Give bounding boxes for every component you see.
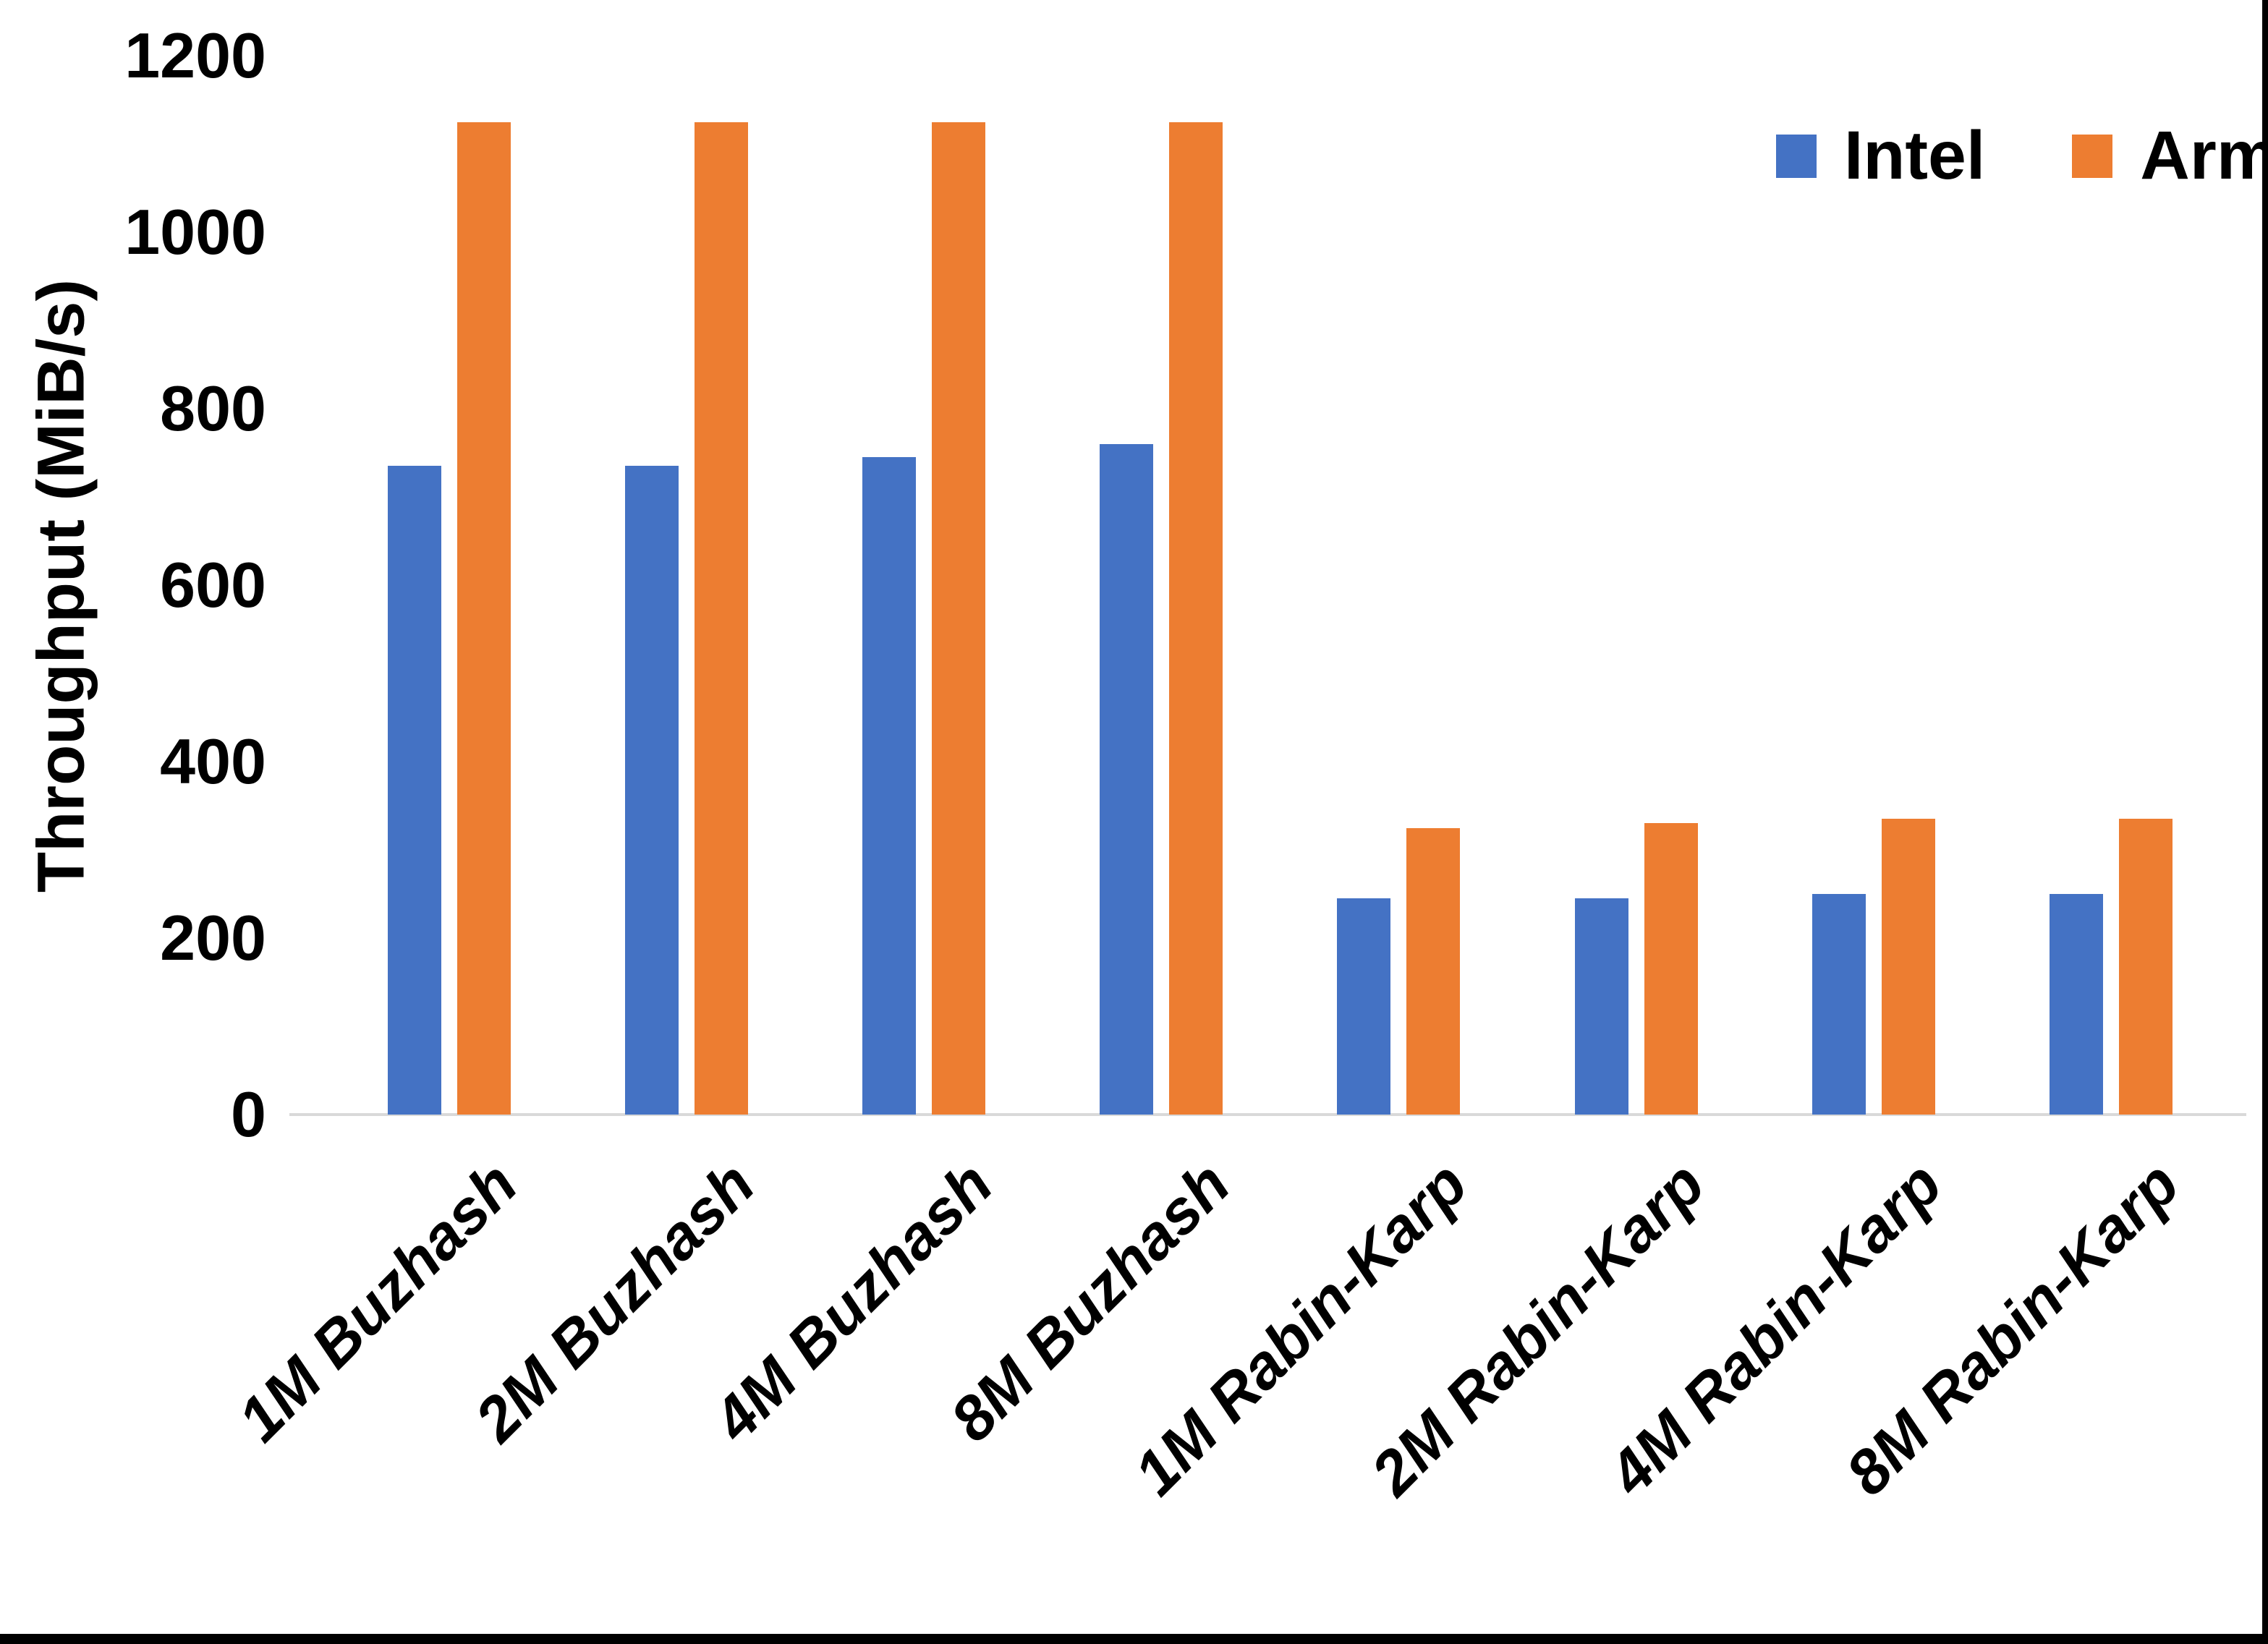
bar-intel-8m-buzhash bbox=[1100, 443, 1154, 1115]
bar-intel-1m-buzhash bbox=[388, 466, 442, 1115]
bar-intel-2m-buzhash bbox=[625, 466, 679, 1115]
y-tick-label-0: 0 bbox=[231, 1078, 266, 1150]
legend-item-arm: Arm bbox=[2072, 122, 2268, 190]
legend-label-arm: Arm bbox=[2140, 117, 2268, 194]
bar-intel-8m-rabin-karp bbox=[2049, 894, 2103, 1115]
legend: Intel Arm bbox=[1776, 122, 2268, 190]
y-tick-label-200: 200 bbox=[160, 902, 266, 974]
y-tick-label-1200: 1200 bbox=[124, 20, 266, 91]
bar-arm-8m-buzhash bbox=[1169, 122, 1223, 1115]
bar-arm-8m-rabin-karp bbox=[2118, 819, 2173, 1115]
bar-arm-4m-buzhash bbox=[932, 122, 986, 1115]
y-tick-label-600: 600 bbox=[160, 549, 266, 621]
bar-intel-4m-buzhash bbox=[862, 457, 917, 1115]
bar-intel-1m-rabin-karp bbox=[1337, 898, 1391, 1115]
x-axis-line bbox=[289, 1113, 2246, 1116]
legend-swatch-intel-icon bbox=[1776, 134, 1817, 178]
y-tick-label-1000: 1000 bbox=[124, 196, 266, 268]
bar-arm-1m-rabin-karp bbox=[1406, 827, 1461, 1115]
y-tick-label-400: 400 bbox=[160, 725, 266, 797]
legend-item-intel: Intel bbox=[1776, 122, 1985, 190]
bar-intel-4m-rabin-karp bbox=[1812, 894, 1866, 1115]
screen-edge-right bbox=[2262, 0, 2268, 1644]
bar-arm-1m-buzhash bbox=[457, 122, 511, 1115]
legend-swatch-arm-icon bbox=[2072, 134, 2113, 178]
bar-arm-2m-rabin-karp bbox=[1644, 823, 1698, 1115]
legend-label-intel: Intel bbox=[1844, 117, 1986, 194]
bar-arm-2m-buzhash bbox=[695, 122, 749, 1115]
y-tick-label-800: 800 bbox=[160, 372, 266, 444]
screen-edge-bottom bbox=[0, 1634, 2268, 1644]
bar-arm-4m-rabin-karp bbox=[1881, 819, 1935, 1115]
bar-intel-2m-rabin-karp bbox=[1574, 898, 1628, 1115]
